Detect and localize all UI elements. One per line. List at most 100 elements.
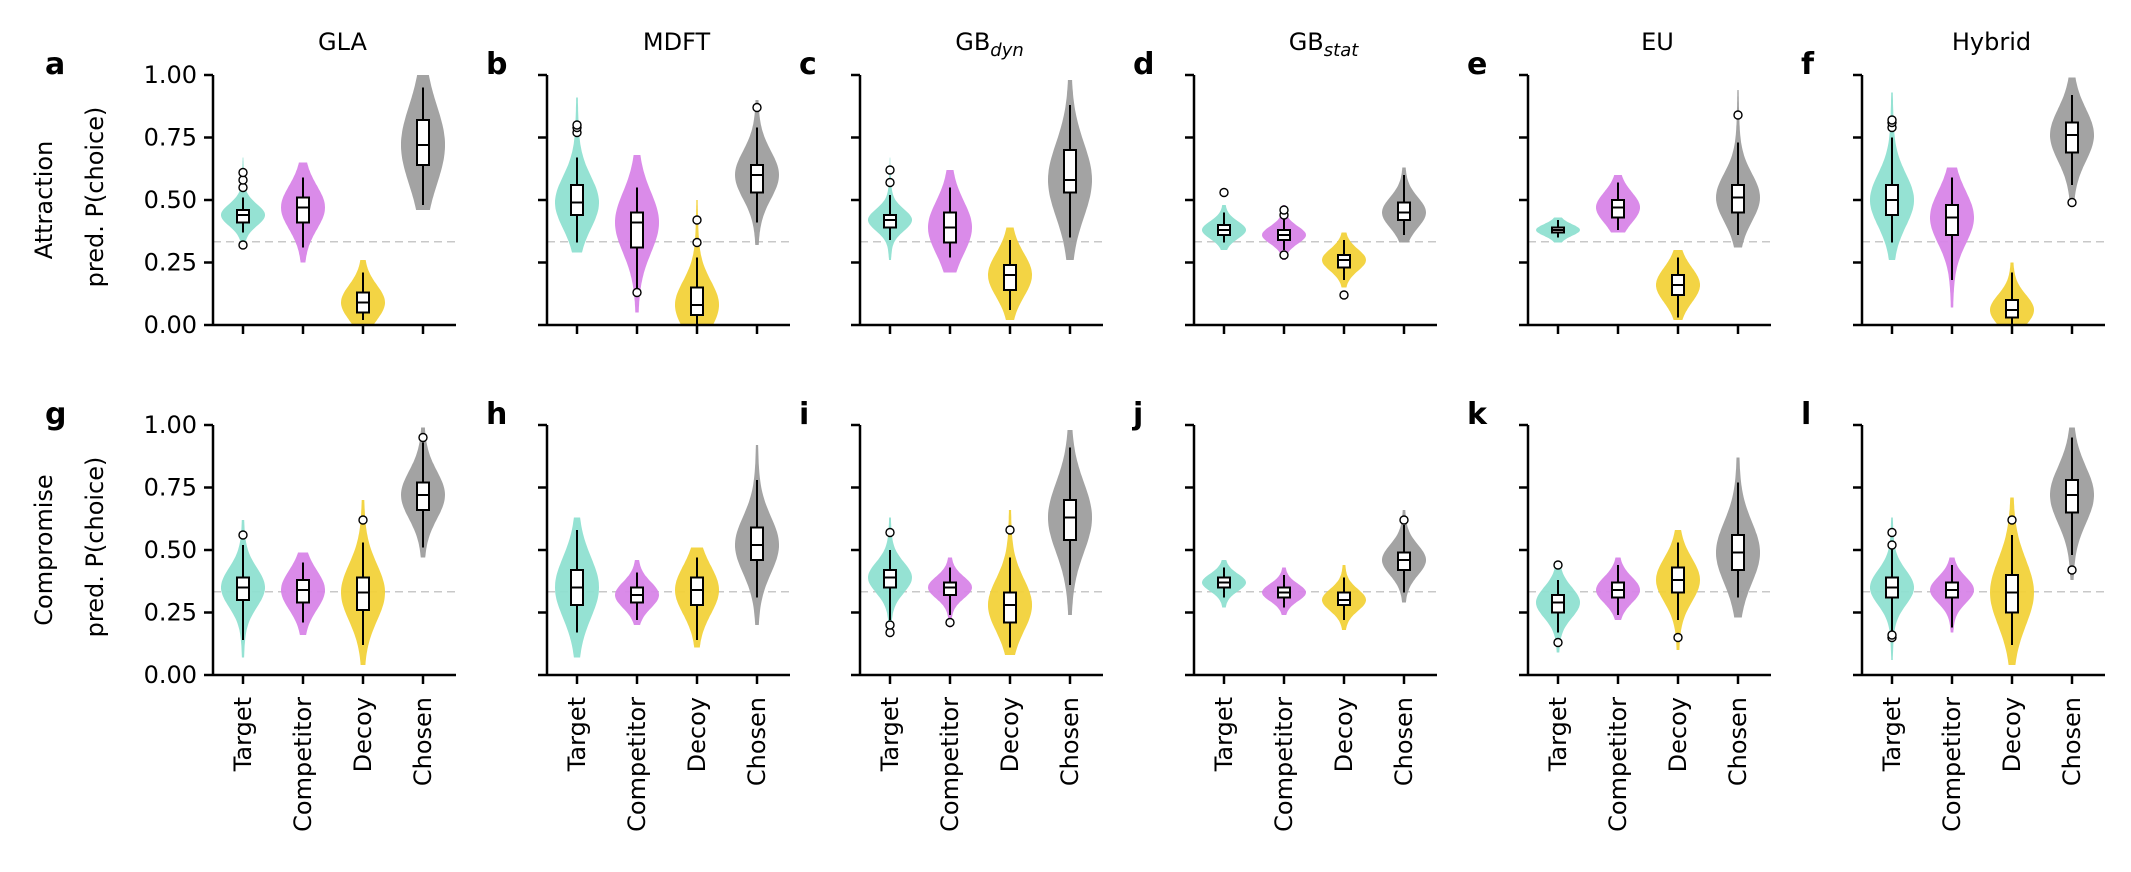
outlier-point — [1399, 515, 1409, 525]
violin-competitor — [1596, 557, 1640, 620]
iqr-box — [1611, 199, 1625, 219]
iqr-box — [1397, 551, 1411, 571]
outlier-point — [885, 620, 895, 630]
x-tick-label: Target — [1544, 697, 1572, 772]
outlier-point — [1005, 525, 1015, 535]
panel-d: d GBstat — [1133, 28, 1437, 334]
violin-target — [868, 517, 912, 638]
violin-competitor — [928, 557, 972, 628]
x-tick-label: Decoy — [1664, 697, 1692, 772]
x-tick-label: Target — [876, 697, 904, 772]
x-tick-label: Competitor — [289, 697, 317, 832]
panel-title-sub: stat — [1324, 40, 1359, 61]
panel-letter-k: k — [1467, 397, 1488, 432]
panel-title-c: GBdyn — [955, 28, 1024, 61]
panel-title-f: Hybrid — [1952, 28, 2031, 56]
panel-title-main: EU — [1641, 28, 1674, 56]
x-tick-label: Chosen — [1390, 697, 1418, 786]
iqr-box — [1731, 184, 1745, 214]
panel-letter-j: j — [1132, 397, 1143, 432]
outlier-point — [885, 627, 895, 638]
iqr-box — [1337, 254, 1351, 269]
y-tick-label: 1.00 — [144, 411, 197, 439]
x-tick-label: Decoy — [1998, 697, 2026, 772]
violin-chosen — [1048, 80, 1092, 260]
iqr-box — [2005, 299, 2019, 319]
outlier-point — [1733, 110, 1743, 120]
panel-e: e EU — [1467, 28, 1771, 334]
violin-target — [555, 97, 599, 253]
iqr-box — [1003, 591, 1017, 624]
row-label-attraction: Attraction — [30, 141, 58, 260]
panel-h: h Target Competitor Decoy Chosen — [486, 397, 790, 832]
violin-competitor — [1930, 557, 1974, 633]
violin-decoy — [341, 500, 385, 665]
panel-title-a: GLA — [318, 28, 368, 56]
iqr-box — [236, 209, 250, 224]
iqr-box — [943, 581, 957, 596]
panel-letter-h: h — [486, 397, 507, 432]
iqr-box — [2005, 574, 2019, 614]
violin-competitor — [1596, 175, 1640, 233]
violin-target — [1536, 217, 1580, 243]
outlier-point — [1279, 205, 1289, 215]
panel-title-d: GBstat — [1289, 28, 1360, 61]
violin-decoy — [1656, 250, 1700, 320]
iqr-box — [296, 196, 310, 224]
panel-b: b MDFT — [486, 28, 790, 334]
y-tick-label: 0.25 — [144, 599, 197, 627]
violin-decoy — [675, 200, 719, 325]
y-tick-label: 0.25 — [144, 249, 197, 277]
violin-chosen — [401, 75, 445, 210]
violin-chosen — [1716, 457, 1760, 618]
panel-letter-g: g — [45, 397, 66, 432]
outlier-point — [1673, 632, 1683, 643]
violin-decoy — [1990, 497, 2034, 665]
x-tick-label: Competitor — [1270, 697, 1298, 832]
panel-title-main: GB — [1289, 28, 1324, 56]
iqr-box — [296, 579, 310, 604]
violin-competitor — [615, 560, 659, 625]
outlier-point — [945, 617, 955, 628]
outlier-point — [1339, 290, 1349, 300]
violin-chosen — [735, 100, 779, 245]
x-tick-label: Chosen — [1056, 697, 1084, 786]
x-tick-label: Decoy — [1330, 697, 1358, 772]
violin-target — [1536, 560, 1580, 653]
violin-decoy — [1322, 232, 1366, 300]
outlier-point — [2007, 515, 2017, 525]
y-tick-label: 0.00 — [144, 311, 197, 339]
x-tick-label: Target — [1878, 697, 1906, 772]
x-tick-label: Decoy — [683, 697, 711, 772]
violin-competitor — [615, 155, 659, 313]
panel-title-main: GB — [955, 28, 990, 56]
row-labels: Attraction Compromise — [30, 141, 58, 626]
panel-i: i Target Competitor Decoy Chosen — [799, 397, 1103, 832]
panel-letter-f: f — [1801, 47, 1815, 82]
outlier-point — [692, 237, 702, 248]
y-tick-label: 0.00 — [144, 661, 197, 689]
outlier-point — [692, 215, 702, 225]
iqr-box — [1003, 264, 1017, 291]
panels: a GLA 0.00 0.25 0.50 0.75 1.00 pred. P(choice) b… — [45, 28, 2105, 832]
outlier-point — [1887, 115, 1897, 125]
panel-k: k Target Competitor Decoy Chosen — [1467, 397, 1771, 832]
x-tick-label: Decoy — [996, 697, 1024, 772]
outlier-point — [238, 530, 248, 540]
violin-decoy — [341, 260, 385, 325]
outlier-point — [1553, 637, 1563, 648]
iqr-box — [883, 569, 897, 589]
outlier-point — [1219, 187, 1229, 198]
violin-competitor — [281, 162, 325, 263]
y-tick-label: 0.50 — [144, 186, 197, 214]
violin-target — [221, 157, 265, 250]
outlier-point — [2067, 197, 2077, 208]
x-tick-label: Competitor — [1604, 697, 1632, 832]
y-tick-label: 0.50 — [144, 536, 197, 564]
panel-letter-l: l — [1801, 397, 1811, 432]
outlier-point — [885, 177, 895, 188]
iqr-box — [416, 481, 430, 511]
iqr-box — [1551, 594, 1565, 614]
violin-chosen — [1048, 430, 1092, 615]
